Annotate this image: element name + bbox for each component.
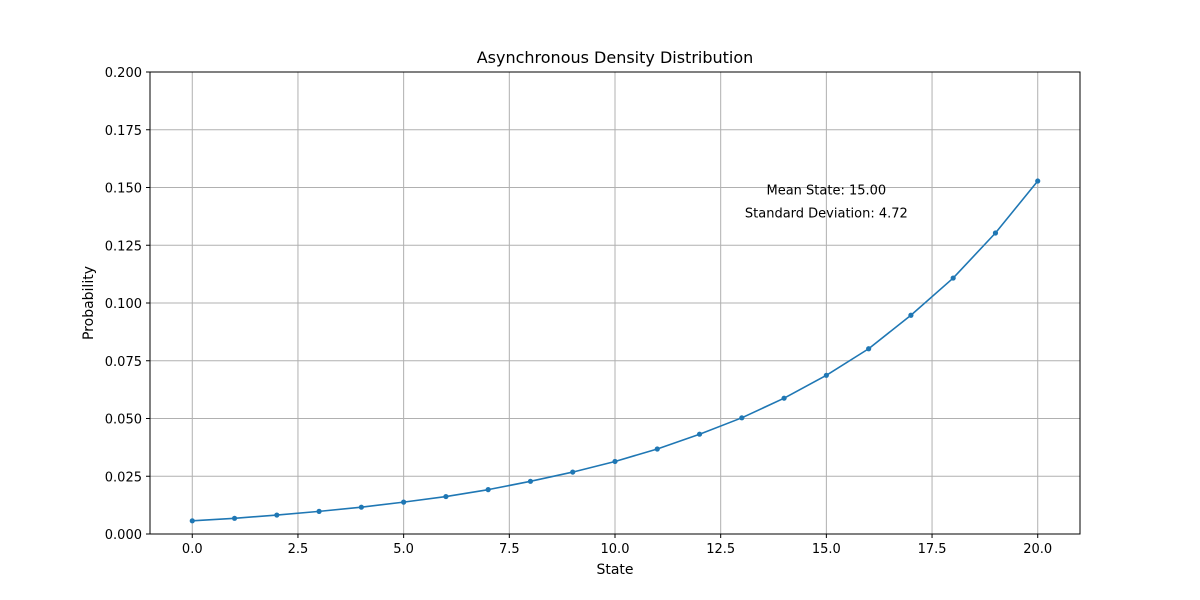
data-point <box>612 458 618 465</box>
y-tick-label: 0.025 <box>105 470 142 485</box>
y-tick-label: 0.000 <box>105 528 142 543</box>
x-axis-label: State <box>596 562 633 578</box>
y-axis-label: Probability <box>81 266 97 340</box>
series-layer <box>189 178 1041 524</box>
data-point <box>950 275 956 281</box>
x-tick-label: 0.0 <box>182 542 203 557</box>
x-tick-label: 5.0 <box>393 542 414 557</box>
x-tick-label: 2.5 <box>288 542 309 557</box>
data-point <box>866 346 872 352</box>
data-point <box>358 504 364 510</box>
x-tick-label: 17.5 <box>918 542 947 557</box>
data-point <box>696 431 703 437</box>
x-tick-label: 12.5 <box>706 542 735 557</box>
x-tick-label: 7.5 <box>499 542 520 557</box>
chart-title: Asynchronous Density Distribution <box>477 48 754 67</box>
annotations: Mean State: 15.00 Standard Deviation: 4.7… <box>745 183 908 221</box>
data-point <box>231 515 238 521</box>
y-tick-label: 0.125 <box>105 239 142 254</box>
y-tick-label: 0.200 <box>105 66 142 81</box>
data-point <box>1035 178 1041 184</box>
x-tick-label: 10.0 <box>601 542 630 557</box>
y-tick-label: 0.050 <box>105 413 142 428</box>
data-point <box>527 478 534 484</box>
data-point <box>189 518 195 524</box>
y-tick-label: 0.075 <box>105 355 142 370</box>
data-point <box>739 415 745 421</box>
data-point <box>401 499 407 505</box>
data-point <box>908 312 914 318</box>
x-tick-label: 15.0 <box>812 542 841 557</box>
data-point <box>823 372 829 378</box>
data-point <box>992 230 999 236</box>
y-tick-label: 0.175 <box>105 124 142 139</box>
data-point <box>316 508 322 514</box>
data-point <box>654 446 660 452</box>
annotation-text: Standard Deviation: 4.72 <box>745 207 908 222</box>
data-point <box>443 493 449 500</box>
x-tick-label: 20.0 <box>1023 542 1052 557</box>
y-tick-label: 0.100 <box>105 297 142 312</box>
data-point <box>781 395 787 401</box>
data-point <box>485 487 491 493</box>
annotation-text: Mean State: 15.00 <box>767 183 887 198</box>
axis-ticks: 0.0 2.5 5.0 7.5 10.0 12.5 15.0 17.5 20.0 0.000 0.0… <box>105 66 1052 557</box>
y-tick-label: 0.150 <box>105 182 142 197</box>
data-point <box>570 469 576 475</box>
data-point <box>274 512 280 518</box>
